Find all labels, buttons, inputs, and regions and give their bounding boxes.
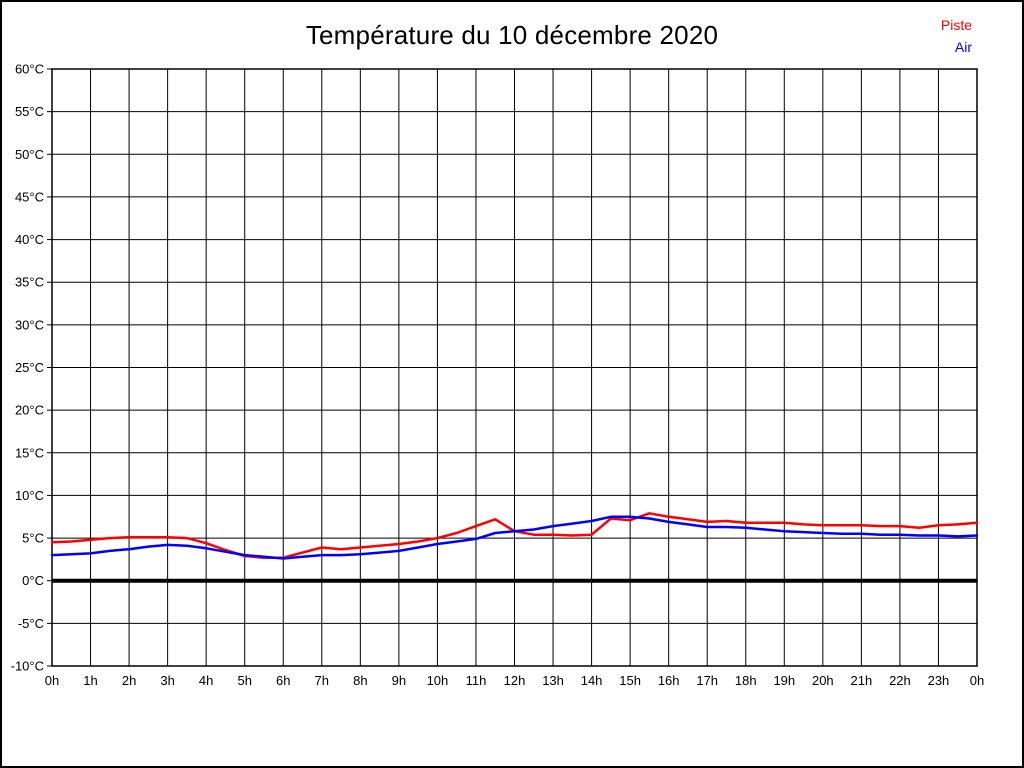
y-axis-tick-label: -5°C: [18, 616, 44, 631]
x-axis-tick-label: 12h: [504, 673, 526, 688]
x-axis-tick-label: 6h: [276, 673, 290, 688]
x-axis-tick-label: 16h: [658, 673, 680, 688]
y-axis-tick-label: 40°C: [15, 232, 44, 247]
y-axis-tick-label: 25°C: [15, 360, 44, 375]
x-axis-tick-label: 18h: [735, 673, 757, 688]
series-line-air: [50, 515, 979, 560]
chart-title: Température du 10 décembre 2020: [305, 20, 719, 50]
y-axis-tick-label: 20°C: [15, 403, 44, 418]
x-axis-tick-label: 21h: [851, 673, 873, 688]
y-axis-tick-label: 15°C: [15, 445, 44, 460]
x-axis-tick-label: 19h: [773, 673, 795, 688]
x-axis-tick-label: 20h: [812, 673, 834, 688]
y-axis-tick-label: 35°C: [15, 275, 44, 290]
legend: Piste Air: [941, 14, 972, 58]
x-axis-tick-label: 8h: [353, 673, 367, 688]
y-axis-tick-label: 60°C: [15, 62, 44, 77]
x-axis-tick-label: 22h: [889, 673, 911, 688]
y-axis-tick-label: 50°C: [15, 147, 44, 162]
x-axis-tick-label: 13h: [542, 673, 564, 688]
x-axis-tick-label: 3h: [160, 673, 174, 688]
legend-item-air: Air: [954, 39, 972, 55]
x-axis-tick-label: 15h: [619, 673, 641, 688]
x-axis-tick-label: 1h: [83, 673, 97, 688]
x-axis-tick-label: 0h: [45, 673, 59, 688]
y-axis-tick-label: 10°C: [15, 488, 44, 503]
x-axis-tick-label: 2h: [122, 673, 136, 688]
x-axis-tick-label: 9h: [392, 673, 406, 688]
x-axis-tick-label: 11h: [466, 673, 487, 688]
x-axis-tick-label: 4h: [199, 673, 213, 688]
y-axis-tick-label: 55°C: [15, 104, 44, 119]
legend-item-piste: Piste: [940, 17, 972, 33]
x-axis-tick-label: 5h: [237, 673, 251, 688]
x-axis-tick-label: 7h: [315, 673, 329, 688]
x-axis-tick-label: 17h: [696, 673, 718, 688]
x-axis-tick-label: 10h: [427, 673, 449, 688]
y-axis-tick-label: -10°C: [11, 659, 44, 674]
x-axis-tick-label: 14h: [581, 673, 603, 688]
y-axis-tick-label: 45°C: [15, 189, 44, 204]
y-axis-tick-label: 5°C: [22, 531, 44, 546]
y-axis-tick-label: 30°C: [15, 317, 44, 332]
x-axis-tick-label: 0h: [970, 673, 984, 688]
x-axis-tick-label: 23h: [928, 673, 950, 688]
y-axis-tick-label: 0°C: [22, 573, 44, 588]
